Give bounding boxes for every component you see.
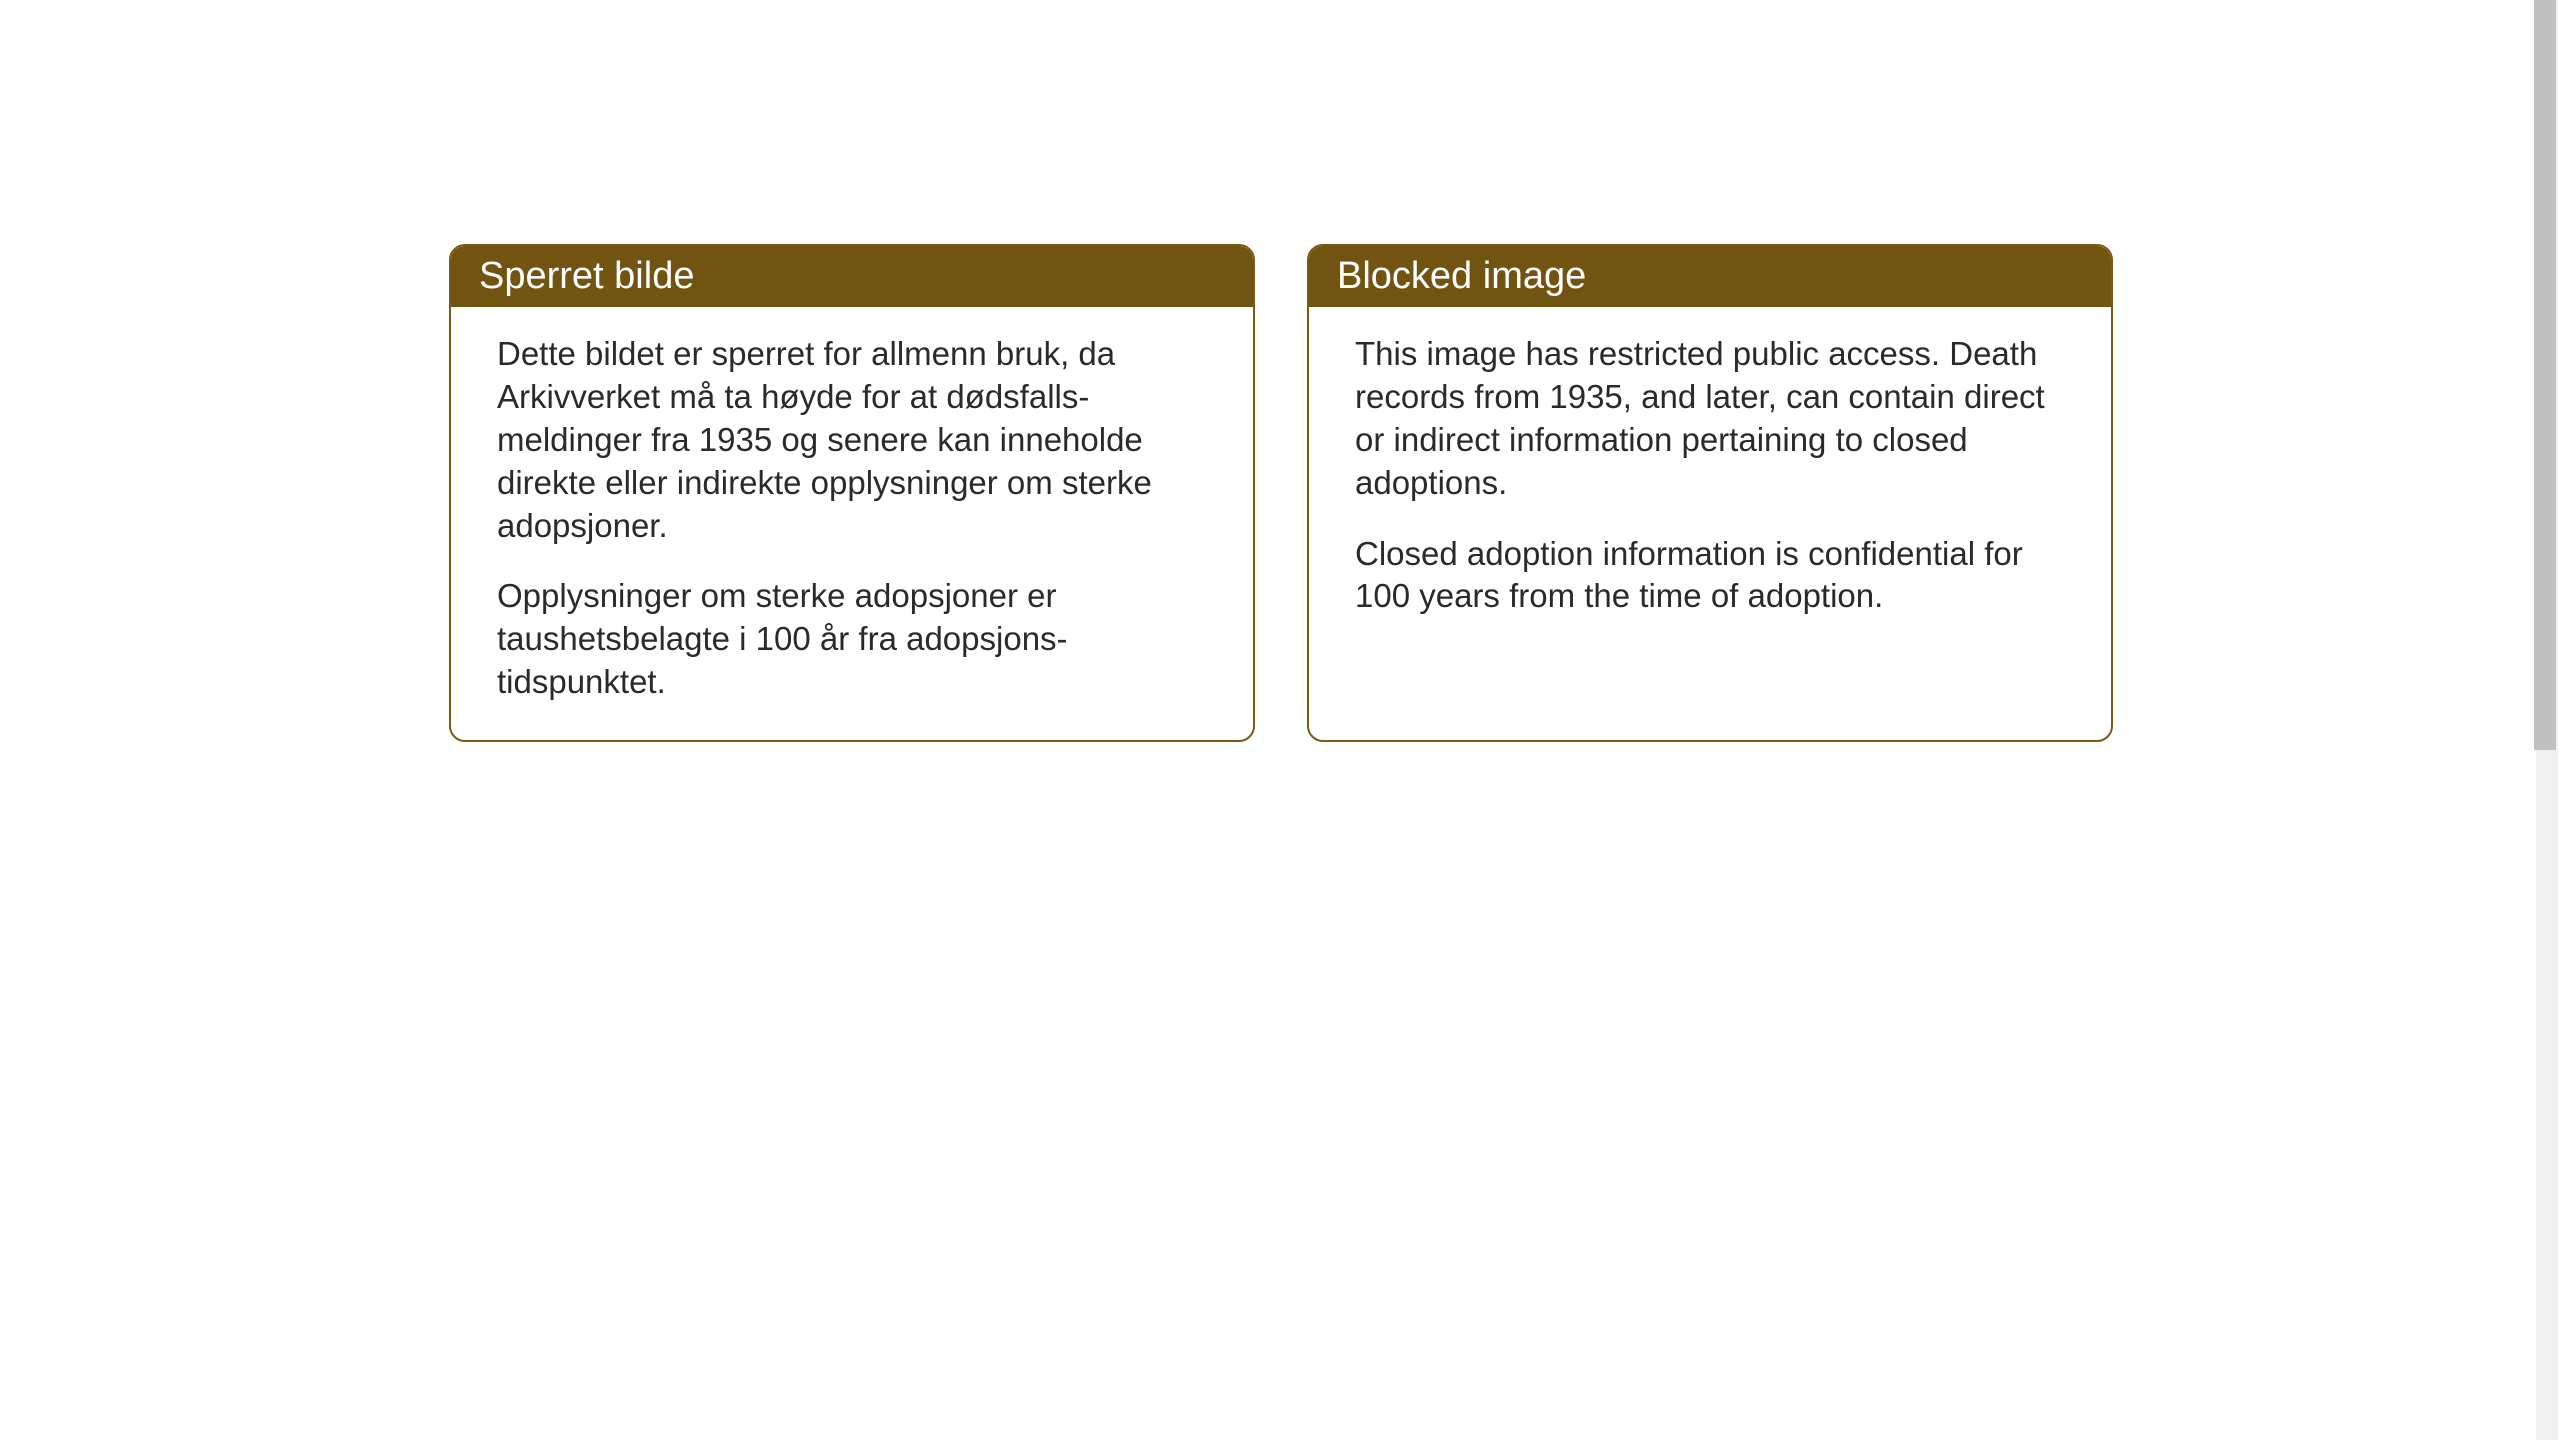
english-card-header: Blocked image [1309, 246, 2111, 307]
scrollbar-thumb[interactable] [2534, 0, 2556, 750]
english-card-body: This image has restricted public access.… [1309, 307, 2111, 707]
scrollbar-track[interactable] [2536, 0, 2558, 1440]
notice-container: Sperret bilde Dette bildet er sperret fo… [449, 244, 2113, 742]
english-header-text: Blocked image [1337, 255, 1586, 297]
norwegian-notice-card: Sperret bilde Dette bildet er sperret fo… [449, 244, 1255, 742]
english-notice-card: Blocked image This image has restricted … [1307, 244, 2113, 742]
english-paragraph-2: Closed adoption information is confident… [1355, 533, 2065, 619]
norwegian-paragraph-2: Opplysninger om sterke adopsjoner er tau… [497, 575, 1207, 704]
norwegian-paragraph-1: Dette bildet er sperret for allmenn bruk… [497, 333, 1207, 547]
norwegian-header-text: Sperret bilde [479, 255, 694, 297]
norwegian-card-header: Sperret bilde [451, 246, 1253, 307]
english-paragraph-1: This image has restricted public access.… [1355, 333, 2065, 505]
norwegian-card-body: Dette bildet er sperret for allmenn bruk… [451, 307, 1253, 740]
